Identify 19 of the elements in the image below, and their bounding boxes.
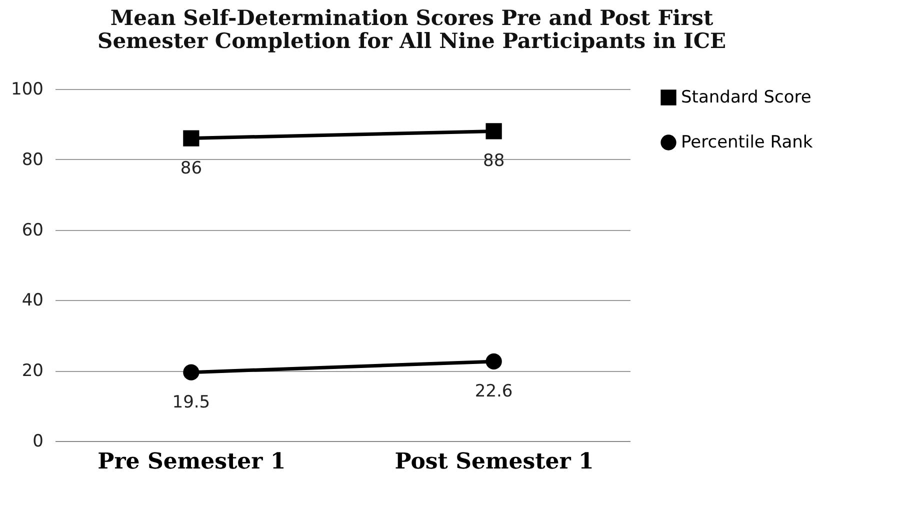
data-label: 22.6 — [474, 381, 513, 402]
y-tick-label: 40 — [22, 290, 44, 311]
point — [486, 353, 502, 370]
legend-label: Standard Score — [681, 88, 812, 108]
data-label: 19.5 — [172, 392, 210, 412]
y-tick-label: 60 — [22, 220, 44, 240]
x-tick-label: Post Semester 1 — [394, 448, 594, 474]
point — [183, 364, 200, 380]
chart-title: Mean Self-Determination Scores Pre and Post First Semester Completion for All Nine Participants in ICE — [98, 5, 726, 53]
legend-label: Percentile Rank — [681, 132, 813, 152]
y-tick-label: 20 — [22, 361, 44, 382]
point — [486, 123, 502, 140]
y-tick-label: 100 — [11, 80, 44, 100]
data-label: 86 — [180, 158, 202, 178]
x-tick-label: Pre Semester 1 — [98, 448, 286, 474]
data-label: 88 — [482, 151, 505, 172]
point — [183, 130, 200, 146]
y-tick-label: 0 — [32, 432, 44, 452]
y-tick-label: 80 — [22, 150, 44, 170]
